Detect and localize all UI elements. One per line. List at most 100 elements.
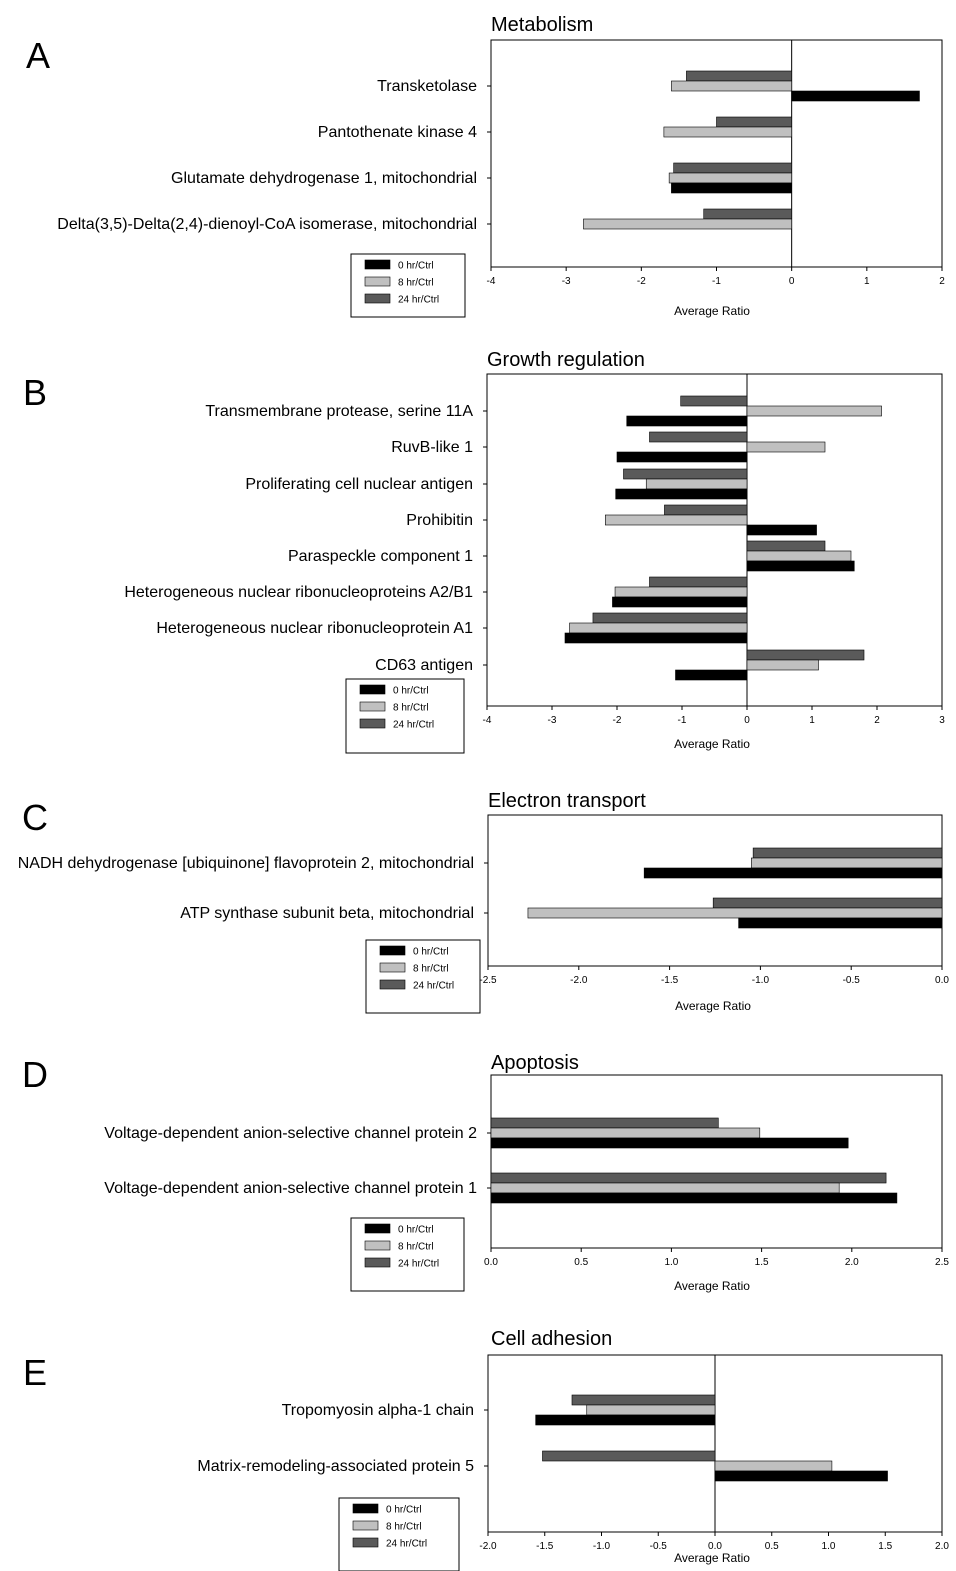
legend-label: 24 hr/Ctrl [386, 1539, 427, 1550]
legend-swatch [364, 259, 391, 270]
legend-swatch [364, 1257, 391, 1268]
bar-24-hr-ctrl-0 [752, 847, 943, 859]
x-tick-label: 0.0 [484, 1257, 498, 1268]
chart-title: Apoptosis [491, 1052, 579, 1074]
legend-label: 0 hr/Ctrl [398, 1225, 434, 1236]
legend: 0 hr/Ctrl 8 hr/Ctrl 24 hr/Ctrl [350, 253, 466, 318]
chart-panel-c: C Electron transport -2.5 -2.0 -1.5 -1.0 -0.5 0… [18, 790, 949, 1014]
x-tick-label: 0.5 [574, 1257, 588, 1268]
category-label: Voltage-dependent anion-selective channe… [104, 1180, 477, 1197]
legend-label: 24 hr/Ctrl [398, 295, 439, 306]
legend-label: 24 hr/Ctrl [398, 1259, 439, 1270]
bar-8-hr-ctrl-7 [746, 659, 819, 671]
category-label: Transketolase [377, 78, 477, 95]
x-tick-label: -1.0 [752, 975, 770, 986]
x-tick-label: -3 [548, 715, 557, 726]
x-tick-label: -0.5 [843, 975, 861, 986]
legend-label: 0 hr/Ctrl [393, 686, 429, 697]
category-label: RuvB-like 1 [391, 439, 473, 456]
bar-0-hr-ctrl-7 [675, 669, 748, 681]
bar-0-hr-ctrl-2 [615, 488, 748, 500]
legend-swatch [352, 1503, 379, 1514]
x-tick-label: -1 [712, 276, 721, 287]
bar-24-hr-ctrl-1 [712, 897, 943, 909]
bar-24-hr-ctrl-1 [716, 116, 792, 128]
bar-8-hr-ctrl-6 [569, 622, 748, 634]
bar-8-hr-ctrl-0 [746, 405, 882, 417]
bar-24-hr-ctrl-1 [490, 1172, 887, 1184]
bar-0-hr-ctrl-4 [746, 560, 855, 572]
bar-0-hr-ctrl-0 [791, 90, 920, 102]
chart-title: Growth regulation [487, 349, 645, 371]
legend-label: 8 hr/Ctrl [398, 1242, 434, 1253]
x-tick-label: 1.0 [822, 1541, 836, 1552]
bar-8-hr-ctrl-1 [663, 126, 792, 138]
x-tick-label: 0.0 [935, 975, 949, 986]
x-tick-label: -1.5 [661, 975, 679, 986]
x-axis-label: Average Ratio [675, 999, 751, 1013]
x-tick-label: 0 [744, 715, 750, 726]
legend-swatch [364, 293, 391, 304]
legend-swatch [364, 1240, 391, 1251]
panel-label: C [22, 797, 48, 838]
x-tick-label: 2.0 [935, 1541, 949, 1552]
panel-label: A [26, 35, 50, 76]
x-axis-label: Average Ratio [674, 304, 750, 318]
bar-0-hr-ctrl-1 [616, 451, 748, 463]
category-label: Heterogeneous nuclear ribonucleoproteins… [124, 584, 473, 601]
bar-8-hr-ctrl-4 [746, 550, 852, 562]
x-tick-label: -1 [678, 715, 687, 726]
x-axis-label: Average Ratio [674, 1279, 750, 1293]
bar-24-hr-ctrl-2 [673, 162, 792, 174]
category-label: CD63 antigen [375, 657, 473, 674]
legend-swatch [379, 979, 406, 990]
x-tick-label: -1.0 [593, 1541, 611, 1552]
legend-label: 0 hr/Ctrl [398, 261, 434, 272]
bar-24-hr-ctrl-3 [664, 504, 748, 516]
bar-0-hr-ctrl-6 [564, 632, 748, 644]
legend-swatch [364, 1223, 391, 1234]
bar-24-hr-ctrl-0 [686, 70, 792, 82]
legend: 0 hr/Ctrl 8 hr/Ctrl 24 hr/Ctrl [365, 939, 481, 1014]
x-tick-label: -2.0 [570, 975, 588, 986]
legend-swatch [379, 962, 406, 973]
legend-label: 24 hr/Ctrl [413, 981, 454, 992]
bar-24-hr-ctrl-0 [490, 1117, 719, 1129]
bar-24-hr-ctrl-4 [746, 540, 826, 552]
bar-24-hr-ctrl-2 [623, 468, 748, 480]
x-tick-label: -2.0 [479, 1541, 497, 1552]
chart-panel-d: D Apoptosis 0.0 0.5 1.0 1.5 2.0 2.5 Average Rati… [22, 1052, 949, 1293]
legend-label: 24 hr/Ctrl [393, 720, 434, 731]
bar-0-hr-ctrl-0 [535, 1414, 716, 1426]
bar-8-hr-ctrl-1 [714, 1460, 833, 1472]
x-tick-label: 1.0 [664, 1257, 678, 1268]
legend-label: 8 hr/Ctrl [386, 1522, 422, 1533]
bar-24-hr-ctrl-1 [649, 431, 748, 443]
legend: 0 hr/Ctrl 8 hr/Ctrl 24 hr/Ctrl [338, 1497, 460, 1571]
x-tick-label: 2 [939, 276, 945, 287]
category-label: Voltage-dependent anion-selective channe… [104, 1125, 477, 1142]
bar-8-hr-ctrl-1 [527, 907, 943, 919]
panel-label: B [23, 372, 47, 413]
legend-swatch [359, 701, 386, 712]
bar-8-hr-ctrl-1 [490, 1182, 840, 1194]
bar-24-hr-ctrl-1 [542, 1450, 716, 1462]
category-label: Paraspeckle component 1 [288, 548, 473, 565]
chart-title: Cell adhesion [491, 1328, 612, 1350]
bar-0-hr-ctrl-2 [671, 182, 792, 194]
chart-panel-a: A Metabolism -4 -3 -2 -1 0 1 2 Average Ratio Trans… [26, 14, 945, 318]
category-label: NADH dehydrogenase [ubiquinone] flavopro… [18, 855, 474, 872]
bar-8-hr-ctrl-3 [583, 218, 792, 230]
x-tick-label: -3 [562, 276, 571, 287]
x-tick-label: 2 [874, 715, 880, 726]
x-tick-label: -2 [613, 715, 622, 726]
bar-24-hr-ctrl-6 [592, 612, 748, 624]
x-tick-label: -4 [483, 715, 492, 726]
legend: 0 hr/Ctrl 8 hr/Ctrl 24 hr/Ctrl [350, 1217, 465, 1292]
x-tick-label: -4 [487, 276, 496, 287]
x-tick-label: 0.0 [708, 1541, 722, 1552]
x-tick-label: 1.5 [878, 1541, 892, 1552]
bar-0-hr-ctrl-1 [490, 1192, 898, 1204]
category-label: Glutamate dehydrogenase 1, mitochondrial [171, 170, 477, 187]
